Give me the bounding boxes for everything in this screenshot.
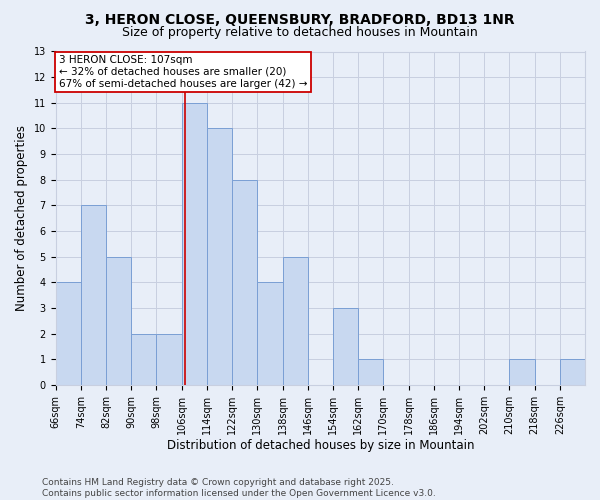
Bar: [257, 282, 283, 385]
Text: 3 HERON CLOSE: 107sqm
← 32% of detached houses are smaller (20)
67% of semi-deta: 3 HERON CLOSE: 107sqm ← 32% of detached …: [59, 56, 307, 88]
X-axis label: Distribution of detached houses by size in Mountain: Distribution of detached houses by size …: [167, 440, 474, 452]
Bar: [157, 334, 182, 385]
Bar: [283, 256, 308, 385]
Bar: [207, 128, 232, 385]
Bar: [232, 180, 257, 385]
Y-axis label: Number of detached properties: Number of detached properties: [15, 125, 28, 311]
Text: Contains HM Land Registry data © Crown copyright and database right 2025.
Contai: Contains HM Land Registry data © Crown c…: [42, 478, 436, 498]
Bar: [182, 103, 207, 385]
Bar: [106, 256, 131, 385]
Text: 3, HERON CLOSE, QUEENSBURY, BRADFORD, BD13 1NR: 3, HERON CLOSE, QUEENSBURY, BRADFORD, BD…: [85, 12, 515, 26]
Bar: [81, 206, 106, 385]
Bar: [131, 334, 157, 385]
Bar: [509, 359, 535, 385]
Bar: [560, 359, 585, 385]
Bar: [358, 359, 383, 385]
Bar: [333, 308, 358, 385]
Bar: [56, 282, 81, 385]
Text: Size of property relative to detached houses in Mountain: Size of property relative to detached ho…: [122, 26, 478, 39]
